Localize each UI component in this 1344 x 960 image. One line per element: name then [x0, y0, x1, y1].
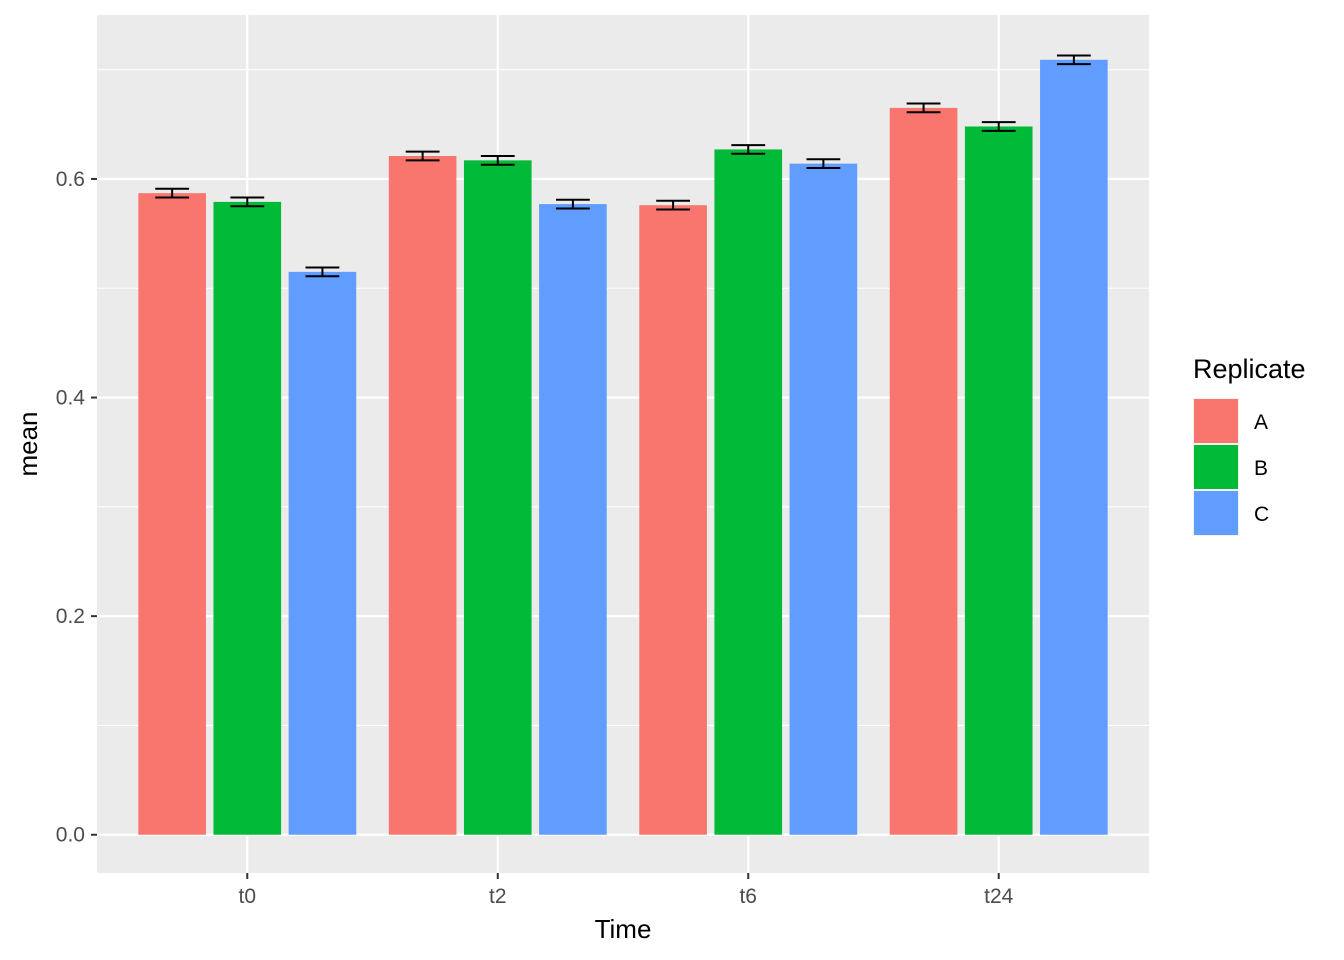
error-bar-B-t24	[981, 121, 1016, 132]
bar-B-t6	[714, 149, 783, 835]
bar-A-t24	[889, 107, 958, 835]
legend-label-A: A	[1254, 411, 1268, 434]
x-axis: t0 t2 t6 t24	[239, 873, 1014, 908]
bar-B-t24	[964, 126, 1033, 835]
error-bar-B-t0	[230, 196, 265, 208]
error-bar-C-t6	[806, 158, 841, 170]
bar-A-t0	[138, 193, 206, 835]
error-bar-A-t6	[656, 199, 691, 211]
error-bar-C-t24	[1056, 54, 1091, 66]
x-tick-label: t0	[239, 885, 257, 908]
bar-A-t6	[639, 205, 707, 835]
error-bar-A-t24	[906, 102, 941, 114]
bar-A-t2	[388, 155, 457, 835]
legend-key-A	[1194, 399, 1238, 443]
y-tick-label: 0.0	[56, 824, 85, 847]
legend: Replicate ABC	[1193, 354, 1306, 536]
bars	[138, 59, 1108, 835]
error-bar-B-t6	[731, 144, 766, 155]
legend-item-B: B	[1193, 444, 1268, 490]
x-tick-label: t2	[489, 885, 507, 908]
y-axis-title: mean	[13, 411, 43, 476]
legend-label-B: B	[1254, 457, 1268, 480]
bar-C-t24	[1040, 59, 1108, 835]
bar-B-t2	[463, 160, 532, 835]
error-bar-A-t0	[155, 187, 190, 199]
error-bar-A-t2	[405, 150, 440, 162]
error-bar-C-t2	[555, 198, 590, 210]
legend-key-C	[1194, 491, 1238, 535]
bar-B-t0	[213, 201, 282, 835]
y-axis: 0.0 0.2 0.4 0.6	[56, 168, 97, 847]
error-bars	[155, 54, 1091, 278]
legend-label-C: C	[1254, 503, 1269, 526]
error-bar-C-t0	[305, 266, 340, 278]
bar-C-t6	[789, 163, 858, 835]
bar-C-t0	[288, 271, 357, 835]
error-bar-B-t2	[480, 154, 515, 166]
x-tick-label: t6	[739, 885, 757, 908]
bar-C-t2	[539, 204, 607, 835]
legend-title: Replicate	[1193, 354, 1306, 384]
y-tick-label: 0.2	[56, 605, 85, 628]
y-tick-label: 0.6	[56, 168, 85, 191]
legend-item-A: A	[1193, 398, 1268, 444]
legend-key-B	[1194, 445, 1238, 489]
y-tick-label: 0.4	[56, 387, 86, 410]
x-tick-label: t24	[984, 885, 1014, 908]
legend-item-C: C	[1193, 490, 1269, 536]
x-axis-title: Time	[595, 914, 652, 944]
